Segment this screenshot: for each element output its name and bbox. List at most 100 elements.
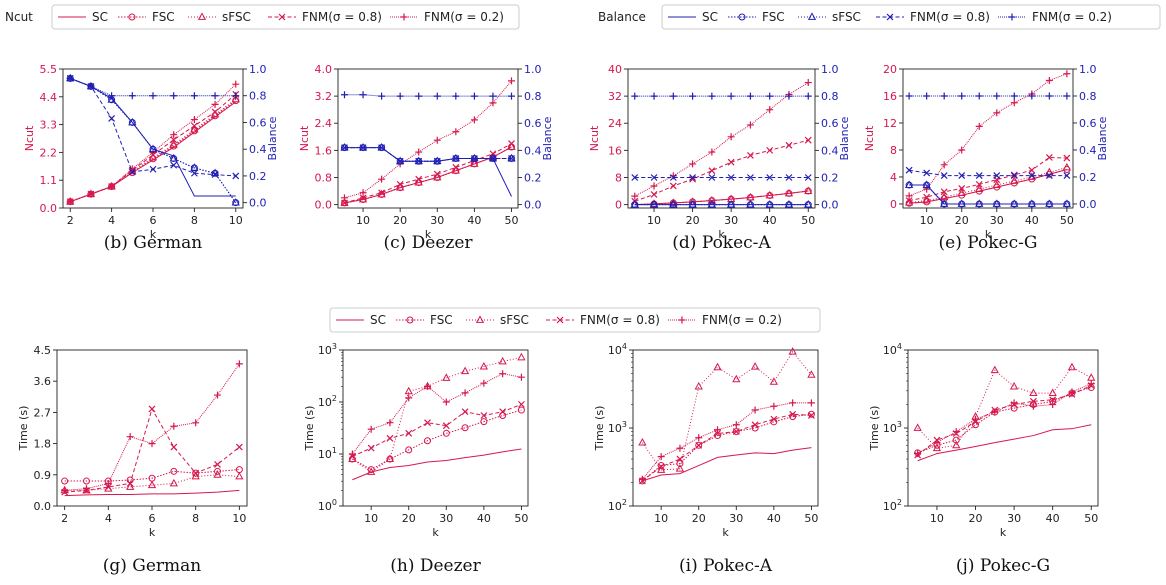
data-point: [789, 399, 797, 407]
y-tick-label: 3.2: [315, 90, 333, 103]
series-line: [917, 385, 1092, 456]
data-point: [480, 379, 488, 387]
data-point: [993, 92, 1001, 100]
data-point: [638, 437, 647, 446]
panel-caption: (j) Pokec-G: [956, 556, 1050, 576]
data-point: [914, 450, 922, 458]
data-point: [518, 400, 525, 408]
data-point: [470, 92, 478, 100]
data-point: [231, 94, 240, 103]
legend-entry: FNM(σ = 0.2): [424, 10, 504, 24]
data-point: [1062, 199, 1072, 207]
data-point: [378, 144, 386, 152]
data-point: [1010, 176, 1019, 184]
x-tick-label: 30: [990, 214, 1004, 227]
legend-entry: SC: [702, 10, 718, 24]
data-point: [235, 471, 244, 480]
x-axis-label: k: [1000, 526, 1007, 539]
data-point: [804, 199, 813, 208]
x-tick-label: 30: [1007, 512, 1021, 525]
series-line: [642, 413, 812, 482]
data-point: [657, 465, 666, 473]
y2-tick-label: 1.0: [249, 63, 267, 76]
chart-panel: 10 20 30 40 50 k 0 4 8 12 16 20 Ncut 0.0 0.2 0.4 0.6 0.8 1…: [863, 63, 1109, 253]
data-point: [396, 180, 404, 188]
series-line: [344, 146, 512, 204]
series-line: [70, 93, 237, 203]
series-line: [70, 83, 237, 203]
data-point: [452, 155, 460, 162]
data-point: [170, 467, 178, 475]
plot-frame: [342, 349, 529, 507]
data-point: [190, 116, 198, 124]
data-point: [507, 142, 516, 150]
data-point: [975, 122, 983, 130]
data-point: [630, 199, 639, 208]
y-tick-label: 16: [608, 144, 622, 157]
legend-marker: [678, 316, 686, 324]
data-point: [804, 174, 812, 181]
y-tick-label: 1.8: [34, 438, 52, 451]
data-point: [975, 172, 983, 180]
data-point: [367, 425, 375, 433]
data-point: [707, 199, 717, 208]
data-point: [727, 133, 735, 141]
data-point: [415, 175, 423, 183]
data-point: [128, 117, 137, 126]
y2-tick-label: 0.0: [1079, 198, 1097, 211]
y2-tick-label: 0.6: [249, 116, 267, 129]
data-point: [424, 437, 432, 445]
series-line: [344, 147, 512, 197]
series-line: [917, 366, 1092, 449]
chart-panel: 10 20 30 40 50 k 102 103 104 Time (s) (j) Pokec-G: [868, 342, 1099, 576]
data-point: [1045, 76, 1053, 84]
chart-panels: 2 4 6 8 10k0.01.12.23.34.45.5Ncut0.00.20.40.…: [17, 63, 1109, 576]
data-point: [517, 373, 525, 381]
legend-marker: [278, 13, 286, 21]
data-point: [675, 464, 685, 472]
data-point: [1049, 396, 1057, 404]
data-point: [905, 92, 913, 100]
data-point: [386, 419, 394, 427]
chart-panel: 10 20 30 40 50 k 0.0 0.8 1.6 2.4 3.2 4.0 Ncut 0.0 0.2 0…: [298, 63, 554, 253]
data-point: [191, 471, 200, 480]
series-line: [64, 489, 240, 497]
x-axis-label: k: [718, 228, 725, 241]
panel-caption: (i) Pokec-A: [679, 556, 773, 576]
series-line: [344, 146, 512, 204]
data-point: [211, 100, 219, 108]
data-point: [192, 419, 200, 427]
data-point: [708, 148, 716, 156]
data-point: [1045, 92, 1053, 100]
data-point: [669, 182, 677, 190]
legend-box: [51, 4, 520, 30]
data-point: [1062, 162, 1072, 171]
data-point: [788, 347, 797, 355]
chart-panel: 10 20 30 40 50 k 102 103 104 Time (s) (i) Pokec-A: [593, 342, 819, 576]
data-point: [957, 199, 966, 207]
data-point: [470, 159, 479, 167]
x-tick-label: 20: [692, 512, 706, 525]
x-axis-label: k: [149, 526, 156, 539]
y2-tick-label: 0.4: [249, 143, 267, 156]
data-point: [442, 422, 450, 430]
y-tick-label: 40: [608, 63, 622, 76]
data-point: [170, 136, 178, 144]
data-point: [415, 157, 423, 165]
legend-entry: SC: [92, 10, 108, 24]
y-tick-label: 24: [608, 117, 622, 130]
data-point: [766, 92, 774, 100]
data-point: [638, 475, 646, 483]
data-point: [975, 199, 984, 207]
data-point: [378, 175, 386, 183]
data-point: [214, 467, 222, 475]
legend-marker: [886, 13, 894, 21]
data-point: [940, 92, 948, 100]
data-point: [714, 426, 722, 434]
data-point: [940, 188, 948, 196]
data-point: [807, 370, 816, 378]
data-point: [405, 394, 413, 402]
x-tick-label: 30: [724, 214, 738, 227]
data-point: [433, 136, 441, 144]
